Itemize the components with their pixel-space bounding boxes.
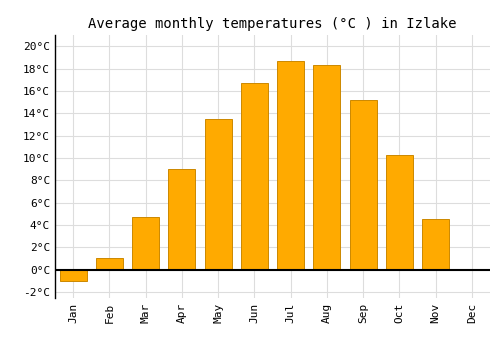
Bar — [60, 270, 86, 281]
Bar — [277, 61, 304, 270]
Bar — [350, 100, 376, 270]
Bar — [96, 258, 123, 270]
Bar — [168, 169, 196, 270]
Bar — [241, 83, 268, 270]
Title: Average monthly temperatures (°C ) in Izlake: Average monthly temperatures (°C ) in Iz… — [88, 17, 457, 31]
Bar — [386, 154, 413, 270]
Bar — [204, 119, 232, 270]
Bar — [132, 217, 159, 270]
Bar — [422, 219, 449, 270]
Bar — [314, 65, 340, 270]
